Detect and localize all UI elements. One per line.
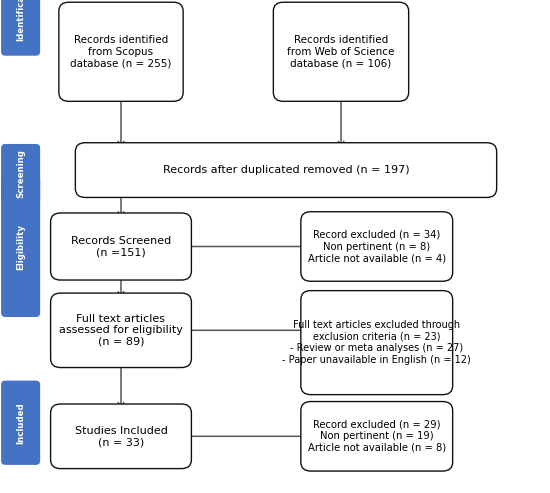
Text: Record excluded (n = 34)
Non pertinent (n = 8)
Article not available (n = 4): Record excluded (n = 34) Non pertinent (…	[307, 230, 446, 263]
FancyBboxPatch shape	[1, 176, 40, 317]
FancyBboxPatch shape	[59, 2, 183, 102]
FancyBboxPatch shape	[273, 2, 409, 102]
FancyBboxPatch shape	[301, 401, 453, 471]
Text: Studies Included
(n = 33): Studies Included (n = 33)	[75, 425, 167, 447]
FancyBboxPatch shape	[75, 143, 497, 197]
Text: Screening: Screening	[16, 149, 25, 198]
Text: Included: Included	[16, 402, 25, 444]
FancyBboxPatch shape	[301, 291, 453, 394]
Text: Eligibility: Eligibility	[16, 223, 25, 270]
FancyBboxPatch shape	[1, 144, 40, 204]
Text: Records identified
from Web of Science
database (n = 106): Records identified from Web of Science d…	[287, 35, 395, 69]
Text: Records identified
from Scopus
database (n = 255): Records identified from Scopus database …	[70, 35, 172, 69]
FancyBboxPatch shape	[51, 293, 191, 368]
Text: Records after duplicated removed (n = 197): Records after duplicated removed (n = 19…	[163, 165, 409, 175]
Text: Records Screened
(n =151): Records Screened (n =151)	[71, 236, 171, 257]
Text: Full text articles excluded through
exclusion criteria (n = 23)
- Review or meta: Full text articles excluded through excl…	[282, 320, 471, 365]
FancyBboxPatch shape	[1, 0, 40, 56]
Text: Full text articles
assessed for eligibility
(n = 89): Full text articles assessed for eligibil…	[59, 314, 183, 347]
FancyBboxPatch shape	[51, 213, 191, 280]
Text: Record excluded (n = 29)
Non pertinent (n = 19)
Article not available (n = 8): Record excluded (n = 29) Non pertinent (…	[307, 420, 446, 453]
Text: Identification: Identification	[16, 0, 25, 41]
FancyBboxPatch shape	[1, 381, 40, 465]
FancyBboxPatch shape	[51, 404, 191, 468]
FancyBboxPatch shape	[301, 212, 453, 281]
